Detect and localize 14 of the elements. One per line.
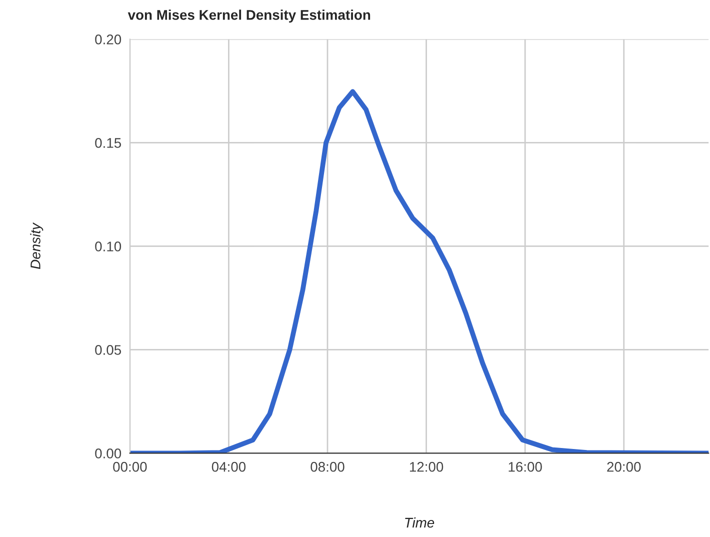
x-tick-label: 08:00: [310, 462, 344, 472]
y-axis-title: Density: [30, 222, 44, 269]
x-axis-title: Time: [405, 517, 434, 528]
chart-title: von Mises Kernel Density Estimation: [128, 10, 370, 23]
y-tick-label: 0.05: [95, 345, 122, 355]
x-tick-label: 16:00: [508, 462, 542, 472]
x-tick-label: 20:00: [607, 462, 641, 472]
y-tick-label: 0.00: [95, 448, 122, 458]
y-tick-label: 0.10: [95, 242, 122, 252]
x-tick-label: 12:00: [410, 462, 444, 472]
x-tick-label: 00:00: [113, 462, 147, 472]
y-tick-label: 0.15: [95, 138, 122, 148]
y-tick-label: 0.20: [95, 34, 122, 44]
x-tick-label: 04:00: [212, 462, 246, 472]
